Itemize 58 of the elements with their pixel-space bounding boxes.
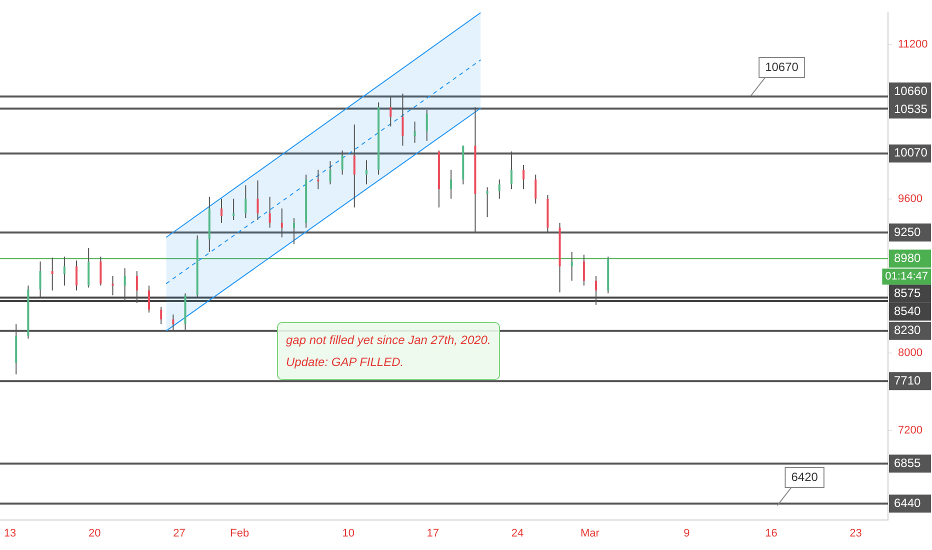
y-tick-label: 9600 <box>898 192 922 205</box>
candlestick <box>329 160 332 185</box>
x-tick-label: 13 <box>4 528 16 540</box>
ref-line-label: 8980 <box>894 250 922 265</box>
candlestick <box>317 169 320 190</box>
ref-line-label: 10660 <box>894 84 928 98</box>
candlestick <box>148 285 150 314</box>
y-tick-label: 8000 <box>898 347 922 360</box>
candlestick <box>220 198 222 224</box>
candlestick <box>51 257 54 291</box>
ref-line-label: 7710 <box>894 373 922 388</box>
candlestick <box>39 260 42 298</box>
ref-line-label: 8230 <box>894 323 922 338</box>
x-tick-label: 9 <box>684 528 690 540</box>
y-tick-label: 7200 <box>898 424 922 436</box>
candlestick <box>365 160 368 185</box>
candlestick <box>232 198 235 220</box>
ref-line-label: 8540 <box>894 304 922 318</box>
candlestick <box>268 196 271 228</box>
x-tick-label: 16 <box>765 528 778 540</box>
candlestick <box>414 121 416 144</box>
candlestick <box>522 164 525 190</box>
candlestick <box>136 270 138 304</box>
annotation: Update: GAP FILLED. <box>286 354 405 371</box>
ref-line-label: 10070 <box>894 146 928 160</box>
candlestick <box>582 254 585 286</box>
candlestick <box>160 306 162 325</box>
candlestick <box>498 178 500 200</box>
annotation: 10670 <box>765 60 799 74</box>
candlestick <box>124 268 126 302</box>
x-tick-label: 24 <box>511 528 524 540</box>
x-tick-label: Mar <box>580 528 600 540</box>
candlestick <box>100 256 102 286</box>
annotation: 01:14:47 <box>885 270 928 283</box>
annotation: 6420 <box>791 470 818 484</box>
candlestick <box>256 180 259 220</box>
ref-line-label: 10535 <box>894 102 928 116</box>
candlestick <box>112 275 114 296</box>
candlestick <box>76 260 78 291</box>
ref-line-label: 9250 <box>894 224 922 239</box>
x-tick-label: 27 <box>173 528 186 540</box>
ref-line-label: 6855 <box>894 456 922 470</box>
candlestick <box>63 256 66 286</box>
y-tick-label: 11200 <box>898 38 928 50</box>
x-tick-label: 23 <box>850 528 862 540</box>
x-tick-label: 20 <box>88 528 101 540</box>
candlestick <box>570 251 573 282</box>
candlestick <box>595 275 598 306</box>
ref-line-label: 6440 <box>894 496 922 510</box>
candlestick <box>450 169 452 200</box>
candlestick <box>486 186 488 218</box>
x-tick-label: 10 <box>342 528 354 540</box>
x-tick-label: 17 <box>426 528 440 540</box>
ref-line-label: 8575 <box>894 286 922 300</box>
candlestick <box>244 184 247 219</box>
candlestick <box>534 174 537 204</box>
annotation: gap not filled yet since Jan 27th, 2020. <box>286 332 491 349</box>
x-tick-label: Feb <box>230 528 250 540</box>
